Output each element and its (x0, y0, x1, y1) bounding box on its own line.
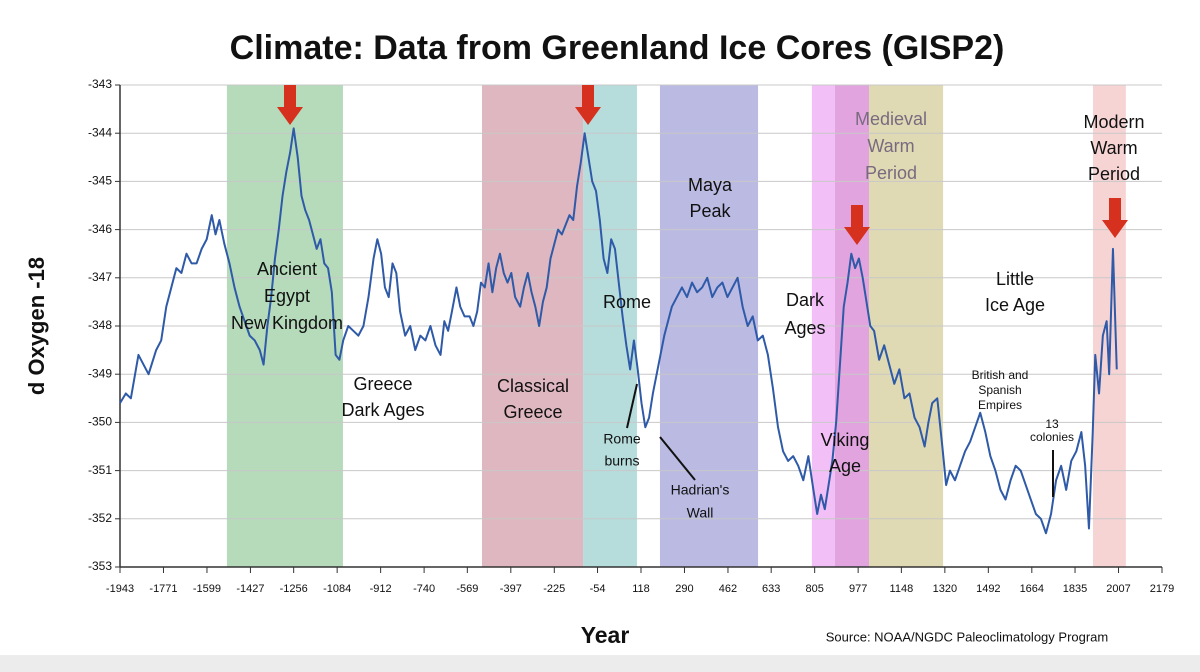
annotation: New Kingdom (231, 313, 343, 333)
annotation: Dark (786, 290, 825, 310)
pointer-line (626, 383, 638, 429)
x-tick-label: 1835 (1063, 583, 1087, 595)
arrow (844, 205, 870, 245)
x-tick-label: 805 (805, 583, 823, 595)
y-tick-label: -343 (88, 77, 112, 91)
x-tick-label: -740 (413, 583, 435, 595)
annotation: Warm (1090, 138, 1137, 158)
annotation: Period (865, 163, 917, 183)
annotation: Little (996, 269, 1034, 289)
x-tick-label: 977 (849, 583, 867, 595)
annotation: Classical (497, 376, 569, 396)
y-tick-label: -350 (88, 415, 112, 429)
arrow (277, 85, 303, 125)
annotation: Maya (688, 175, 733, 195)
annotation: Ice Age (985, 295, 1045, 315)
pointer-line (659, 436, 696, 481)
y-tick-label: -348 (88, 318, 112, 332)
annotation: Rome (603, 431, 641, 447)
y-tick-label: -351 (88, 463, 112, 477)
x-tick-label: 290 (675, 583, 693, 595)
pointer-lines (626, 383, 1054, 497)
x-tick-label: -1943 (106, 583, 134, 595)
x-tick-label: -1771 (149, 583, 177, 595)
arrows (277, 85, 1128, 245)
x-tick-label: -912 (370, 583, 392, 595)
x-tick-label: -569 (456, 583, 478, 595)
annotation: Egypt (264, 286, 310, 306)
footer-strip (0, 655, 1200, 672)
annotation: Ancient (257, 259, 317, 279)
y-tick-label: -344 (88, 125, 112, 139)
x-tick-label: 2007 (1106, 583, 1130, 595)
annotation: Modern (1083, 112, 1144, 132)
annotation: Greece (353, 374, 412, 394)
y-tick-label: -347 (88, 270, 112, 284)
x-tick-label: -1084 (323, 583, 351, 595)
annotation: Empires (978, 398, 1022, 412)
annotation: Period (1088, 164, 1140, 184)
x-tick-label: 633 (762, 583, 780, 595)
x-tick-label: 1492 (976, 583, 1000, 595)
annotations: Ancient Egypt New Kingdom Greece Dark Ages Cl… (231, 109, 1145, 521)
x-tick-label: -1427 (236, 583, 264, 595)
y-tick-label: -349 (88, 366, 112, 380)
x-tick-label: -225 (543, 583, 565, 595)
chart-title: Climate: Data from Greenland Ice Cores (… (230, 29, 1005, 67)
data-line (119, 127, 1118, 535)
annotation: Dark Ages (341, 400, 424, 420)
plot (119, 127, 1118, 535)
x-tick-label: -397 (500, 583, 522, 595)
y-tick-label: -346 (88, 222, 112, 236)
annotation: Warm (867, 136, 914, 156)
y-tick-label: -353 (88, 559, 112, 573)
arrow (575, 85, 601, 125)
source-note: Source: NOAA/NGDC Paleoclimatology Progr… (826, 629, 1109, 644)
y-tick-label: -345 (88, 174, 112, 188)
annotation: Spanish (978, 383, 1021, 397)
arrow (1102, 198, 1128, 238)
x-tick-label: 1664 (1020, 583, 1044, 595)
x-tick-label: -1599 (193, 583, 221, 595)
annotation: 13 (1045, 417, 1059, 431)
annotation: Peak (689, 201, 731, 221)
x-tick-label: 462 (719, 583, 737, 595)
annotation: colonies (1030, 430, 1074, 444)
y-tick-label: -352 (88, 511, 112, 525)
y-axis-label: d Oxygen -18 (24, 257, 49, 395)
x-tick-label: 1320 (933, 583, 957, 595)
x-axis-label: Year (581, 622, 630, 648)
annotation: Age (829, 456, 861, 476)
annotation: Wall (687, 505, 714, 521)
annotation: Viking (821, 430, 870, 450)
x-tick-label: 2179 (1150, 583, 1174, 595)
annotation: burns (604, 453, 639, 469)
annotation: Rome (603, 292, 651, 312)
annotation: Ages (784, 318, 825, 338)
x-tick-label: -1256 (280, 583, 308, 595)
annotation: Greece (503, 402, 562, 422)
annotation: British and (972, 368, 1029, 382)
annotation: Hadrian's (671, 482, 730, 498)
x-tick-label: 118 (632, 583, 650, 595)
x-tick-label: 1148 (890, 583, 914, 595)
annotation: Medieval (855, 109, 927, 129)
x-tick-label: -54 (590, 583, 606, 595)
grid: -343 -344 -345 -346 -347 -348 -349 -350 -351 -352… (88, 77, 1174, 595)
